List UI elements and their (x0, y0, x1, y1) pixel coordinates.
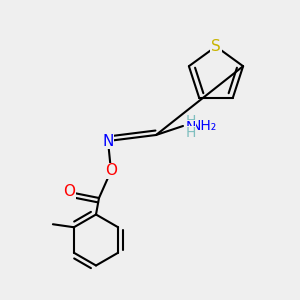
Text: O: O (105, 164, 117, 178)
Text: S: S (211, 39, 221, 54)
Text: O: O (63, 184, 75, 200)
Text: N: N (102, 134, 114, 148)
Text: H: H (185, 127, 196, 140)
Text: H: H (185, 115, 196, 128)
Text: N: N (185, 121, 196, 134)
Text: NH₂: NH₂ (190, 119, 217, 133)
